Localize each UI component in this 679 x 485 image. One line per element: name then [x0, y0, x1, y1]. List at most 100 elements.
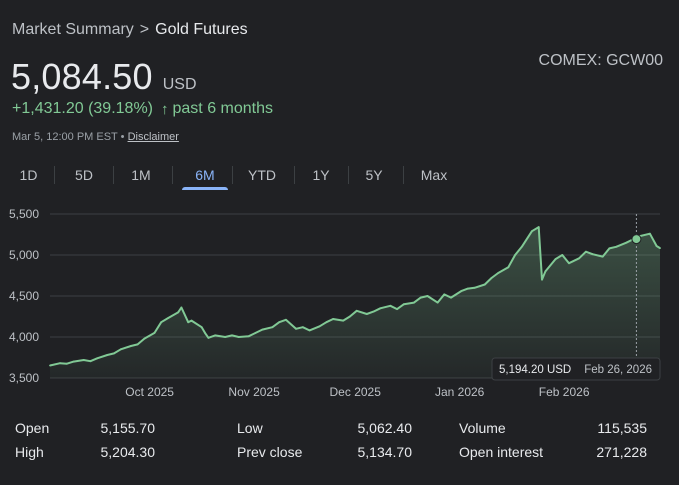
data-point — [355, 309, 358, 312]
data-point — [187, 321, 190, 324]
data-point — [82, 359, 85, 361]
data-point — [254, 332, 257, 334]
tooltip-date: Feb 26, 2026 — [584, 364, 652, 376]
breadcrumb-current: Gold Futures — [155, 21, 248, 38]
y-tick-label: 5,500 — [9, 207, 39, 221]
data-point — [591, 253, 594, 256]
data-point — [231, 334, 233, 337]
data-point — [450, 296, 452, 299]
data-point — [261, 328, 264, 331]
tab-divider — [347, 166, 349, 184]
data-point — [625, 241, 628, 244]
stat-label-low: Low — [237, 420, 263, 436]
data-point — [497, 272, 500, 274]
data-point — [318, 325, 321, 328]
data-point — [467, 287, 469, 290]
data-point — [207, 336, 210, 339]
data-point — [113, 352, 115, 355]
data-point — [585, 250, 587, 253]
series-area — [50, 227, 660, 378]
data-point — [372, 310, 375, 313]
disclaimer-link[interactable]: Disclaimer — [127, 131, 179, 143]
current-price: 5,084.50 — [11, 56, 153, 97]
data-point — [568, 262, 570, 265]
data-point — [342, 319, 345, 322]
stat-label-open-interest: Open interest — [459, 444, 544, 460]
data-point — [204, 332, 206, 334]
change-amount: +1,431.20 (39.18%) — [12, 100, 153, 117]
data-point — [224, 336, 227, 338]
tab-1m[interactable]: 1M — [131, 167, 151, 183]
tab-ytd[interactable]: YTD — [248, 167, 276, 183]
data-point — [308, 329, 311, 332]
data-point — [365, 313, 368, 315]
tab-divider — [112, 166, 114, 184]
data-point — [167, 317, 169, 319]
x-tick-label: Jan 2026 — [435, 385, 485, 399]
tab-6m[interactable]: 6M — [182, 160, 228, 190]
data-point — [379, 307, 382, 310]
stat-label-prev-close: Prev close — [237, 444, 303, 460]
y-tick-label: 3,500 — [9, 371, 39, 385]
data-point — [473, 286, 476, 289]
breadcrumb-separator: > — [139, 21, 150, 38]
data-point — [190, 319, 193, 322]
data-point — [554, 258, 557, 260]
tab-divider — [172, 166, 173, 184]
data-point — [271, 326, 274, 329]
data-point — [601, 255, 604, 258]
change-period: past 6 months — [172, 100, 274, 117]
data-point — [460, 290, 463, 292]
price-chart[interactable]: 3,500 4,000 4,500 5,000 5,500 Oct 2025 Nov 202… — [0, 200, 679, 405]
timestamp-row: Mar 5, 12:00 PM EST • Disclaimer — [12, 131, 179, 143]
timestamp: Mar 5, 12:00 PM EST — [12, 131, 118, 143]
tab-divider — [293, 166, 295, 184]
tab-max[interactable]: Max — [420, 167, 448, 183]
data-point — [520, 245, 523, 248]
stat-label-high: High — [15, 444, 44, 460]
tab-5y[interactable]: 5Y — [365, 167, 383, 183]
data-point — [655, 245, 658, 247]
stat-value-low: 5,062.40 — [357, 420, 413, 436]
tab-divider — [403, 166, 404, 184]
hover-point — [631, 234, 642, 245]
breadcrumb-parent[interactable]: Market Summary — [12, 21, 134, 38]
data-point — [153, 332, 156, 334]
data-point — [295, 327, 297, 330]
data-point — [389, 304, 392, 307]
data-point — [285, 318, 287, 321]
stat-value-prev-close: 5,134.70 — [357, 444, 413, 460]
tab-1d[interactable]: 1D — [19, 167, 38, 183]
data-point — [483, 283, 486, 286]
data-point — [136, 343, 139, 346]
data-point — [537, 226, 540, 228]
data-point — [396, 308, 398, 310]
arrow-up-icon: ↑ — [161, 100, 169, 118]
data-point — [403, 303, 405, 306]
data-point — [106, 354, 109, 356]
tab-5d[interactable]: 5D — [75, 167, 93, 183]
x-tick-label: Dec 2025 — [330, 385, 382, 399]
data-point — [507, 266, 510, 269]
x-tick-label: Nov 2025 — [228, 385, 280, 399]
data-point — [413, 301, 415, 304]
data-point — [419, 296, 422, 299]
tooltip-box — [491, 357, 661, 381]
data-point — [561, 254, 564, 256]
data-point — [541, 278, 543, 281]
data-point — [89, 360, 92, 363]
ticker-symbol: COMEX: GCW00 — [538, 52, 663, 69]
data-point — [544, 270, 547, 273]
data-point — [214, 334, 217, 337]
data-point — [514, 254, 516, 256]
data-point — [66, 362, 68, 365]
data-point — [349, 315, 351, 318]
data-point — [490, 277, 493, 279]
data-point — [615, 245, 618, 248]
stat-value-open: 5,155.70 — [100, 420, 156, 436]
stat-value-volume: 115,535 — [597, 420, 647, 436]
tab-divider — [54, 166, 55, 184]
data-point — [332, 318, 334, 320]
data-point — [180, 306, 183, 309]
tab-1y[interactable]: 1Y — [312, 167, 330, 183]
